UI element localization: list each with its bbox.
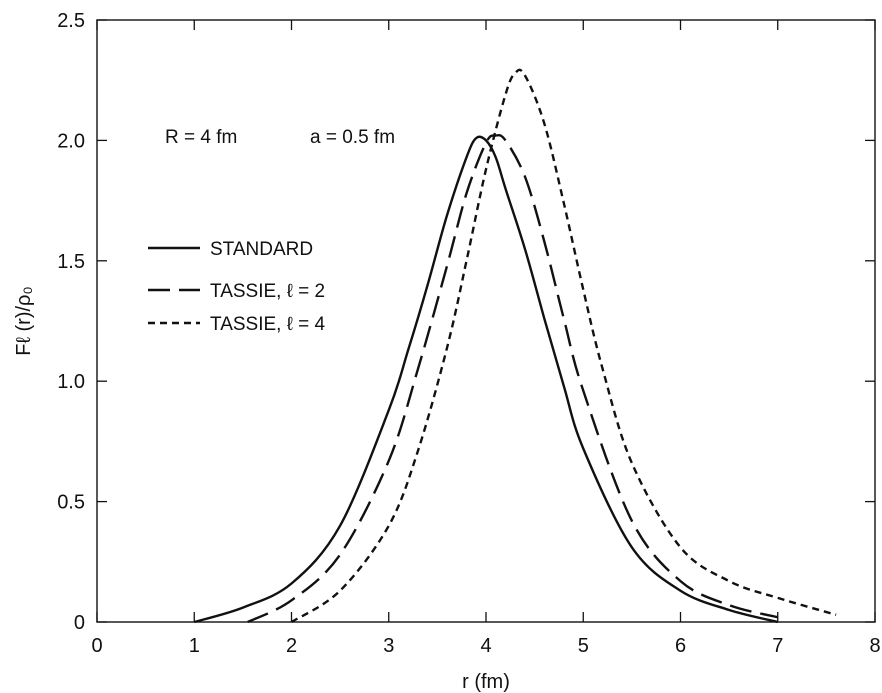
series-layer xyxy=(193,68,837,624)
x-tick-label: 4 xyxy=(480,635,491,657)
y-tick-label: 2.0 xyxy=(57,130,85,152)
series-tassie-l2 xyxy=(247,133,779,624)
x-tick-label: 5 xyxy=(578,635,589,657)
legend: STANDARD TASSIE, ℓ = 2 TASSIE, ℓ = 4 xyxy=(148,239,326,335)
y-axis-title: Fℓ (r)/ρ₀ xyxy=(13,286,35,355)
x-tick-label: 0 xyxy=(91,635,102,657)
legend-label-standard: STANDARD xyxy=(210,239,313,260)
x-tick-label: 3 xyxy=(383,635,394,657)
x-tick-label: 1 xyxy=(189,635,200,657)
x-axis-title: r (fm) xyxy=(462,671,510,693)
y-tick-label: 1.0 xyxy=(57,371,85,393)
y-tick-label: 0 xyxy=(74,612,85,634)
x-tick-label: 7 xyxy=(772,635,783,657)
axis-ticks xyxy=(96,19,876,623)
x-tick-label: 8 xyxy=(869,635,880,657)
annotation-radius: R = 4 fm xyxy=(165,127,237,148)
legend-label-tassie-l2: TASSIE, ℓ = 2 xyxy=(210,281,325,302)
y-tick-label: 0.5 xyxy=(57,492,85,514)
series-standard xyxy=(193,135,779,624)
y-tick-label: 1.5 xyxy=(57,251,85,273)
x-tick-label: 6 xyxy=(675,635,686,657)
axis-tick-labels: 0 1 2 3 4 5 6 7 8 0 0.5 1.0 1.5 2.0 2.5 xyxy=(57,10,880,657)
annotation-diffuseness: a = 0.5 fm xyxy=(310,127,395,148)
y-tick-label: 2.5 xyxy=(57,10,85,32)
series-tassie-l4 xyxy=(290,68,837,624)
x-tick-label: 2 xyxy=(286,635,297,657)
legend-label-tassie-l4: TASSIE, ℓ = 4 xyxy=(210,314,326,335)
